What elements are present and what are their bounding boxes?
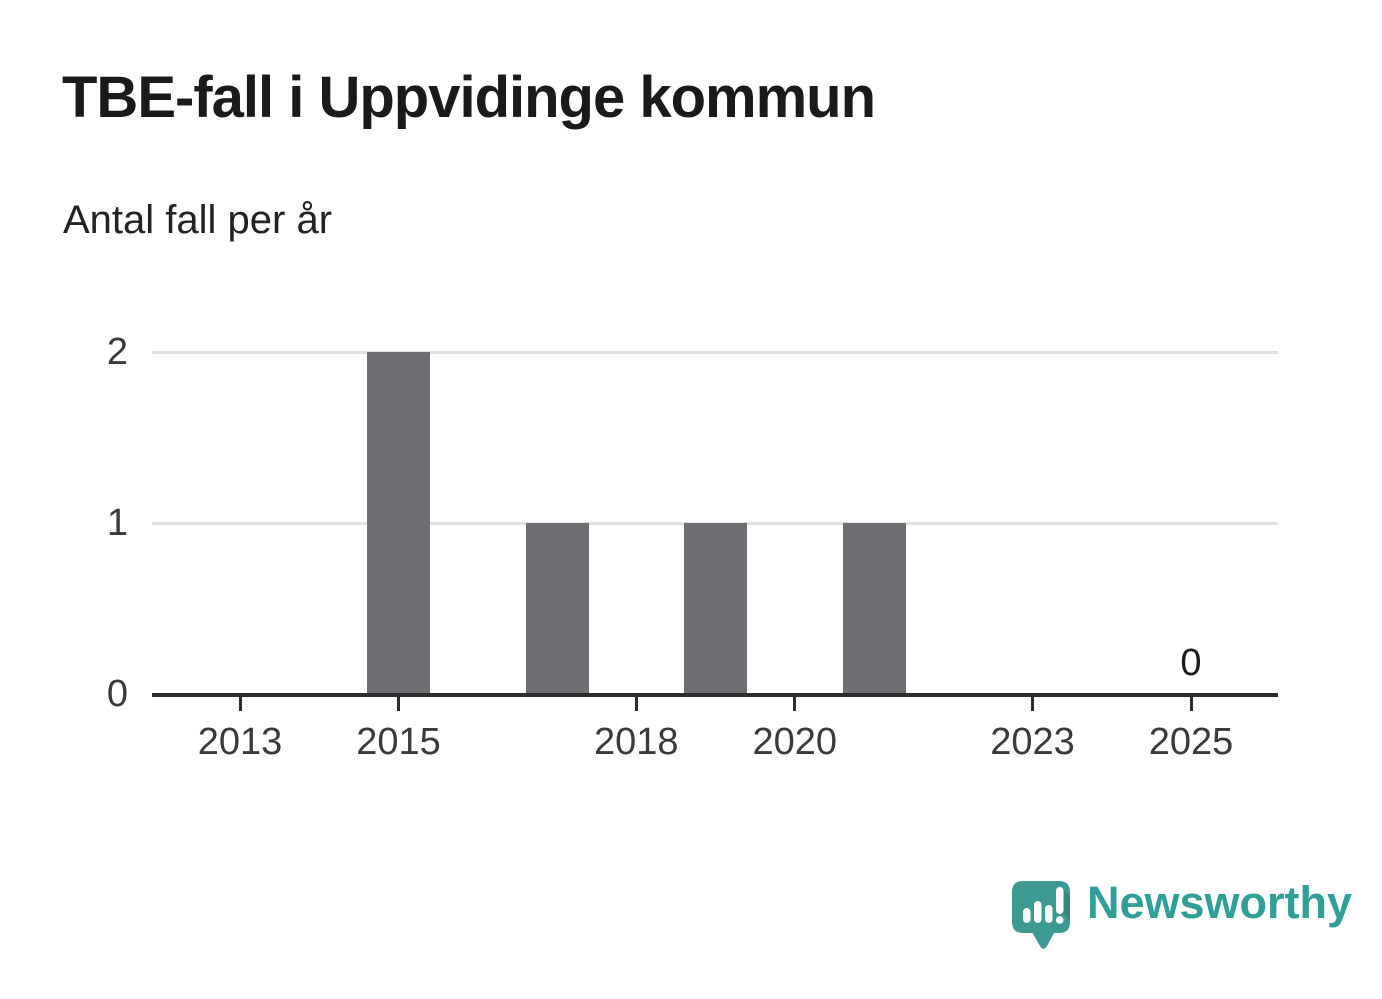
newsworthy-logo-text: Newsworthy bbox=[1087, 877, 1353, 928]
x-tick-2015 bbox=[397, 697, 400, 711]
x-tick-2020 bbox=[793, 697, 797, 711]
chart-subtitle: Antal fall per år bbox=[63, 198, 333, 242]
x-tick-label-2013: 2013 bbox=[197, 721, 283, 763]
gridline-y-2 bbox=[152, 351, 1278, 354]
newsworthy-speech-bubble-bar-chart-icon bbox=[1012, 881, 1070, 949]
x-axis-line bbox=[152, 693, 1278, 697]
x-tick-label-2015: 2015 bbox=[356, 721, 441, 763]
bar-2015 bbox=[367, 352, 430, 694]
x-tick-label-2018: 2018 bbox=[593, 721, 679, 763]
x-tick-label-2020: 2020 bbox=[752, 721, 838, 763]
y-tick-label-2: 2 bbox=[106, 331, 128, 373]
bar-2019 bbox=[684, 523, 747, 694]
chart-title: TBE-fall i Uppvidinge kommun bbox=[62, 65, 876, 130]
newsworthy-logo: Newsworthy bbox=[1010, 879, 1352, 953]
bar-2017 bbox=[525, 523, 589, 694]
x-tick-2023 bbox=[1031, 697, 1034, 711]
x-tick-label-2025: 2025 bbox=[1148, 721, 1234, 763]
x-tick-2025 bbox=[1189, 697, 1193, 711]
y-tick-label-1: 1 bbox=[106, 502, 128, 544]
x-tick-label-2023: 2023 bbox=[990, 721, 1075, 763]
x-tick-2018 bbox=[634, 697, 638, 711]
x-tick-2013 bbox=[238, 697, 242, 711]
y-tick-label-0: 0 bbox=[106, 673, 128, 715]
value-label-2025: 0 bbox=[1180, 642, 1202, 684]
bar-2021 bbox=[842, 523, 906, 694]
